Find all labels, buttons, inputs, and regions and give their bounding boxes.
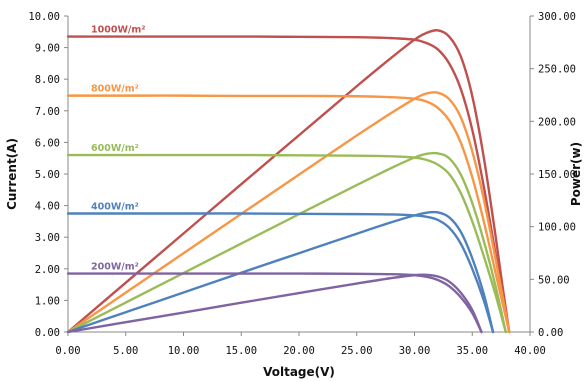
x-tick-label: 20.00 (283, 345, 315, 357)
right-y-tick-label: 50.00 (538, 274, 570, 286)
series-layer (66, 29, 511, 334)
series-line-power (66, 151, 507, 334)
series-line-power (66, 210, 495, 334)
series-line-power (66, 91, 511, 334)
right-y-axis-title: Power(w) (569, 142, 583, 206)
left-y-tick-label: 5.00 (35, 169, 60, 181)
irradiance-label: 600W/m² (91, 143, 139, 154)
series-line-current (66, 153, 507, 334)
right-y-tick-label: 100.00 (538, 222, 576, 234)
x-tick-label: 40.00 (514, 345, 546, 357)
x-axis-title: Voltage(V) (263, 365, 335, 379)
left-y-tick-label: 3.00 (35, 232, 60, 244)
left-y-tick-label: 6.00 (35, 137, 60, 149)
left-y-tick-label: 0.00 (35, 327, 60, 339)
irradiance-labels: 1000W/m² 800W/m² 600W/m² 400W/m² 200W/m² (91, 25, 145, 273)
right-y-tick-label: 250.00 (538, 64, 576, 76)
x-tick-label: 0.00 (55, 345, 80, 357)
series-line-current (66, 94, 511, 334)
left-y-tick-label: 4.00 (35, 201, 60, 213)
series-line-current (66, 272, 483, 334)
right-y-tick-label: 300.00 (538, 11, 576, 23)
irradiance-label: 400W/m² (91, 202, 139, 213)
x-tick-label: 30.00 (399, 345, 431, 357)
irradiance-label: 800W/m² (91, 84, 139, 95)
right-y-tick-label: 0.00 (538, 327, 563, 339)
left-y-tick-label: 1.00 (35, 295, 60, 307)
ticks: 0.00 5.00 10.00 15.00 20.00 25.00 30.00 35.00 40… (28, 11, 576, 357)
right-y-tick-label: 150.00 (538, 169, 576, 181)
left-y-axis-title: Current(A) (5, 138, 19, 210)
left-y-tick-label: 10.00 (28, 11, 60, 23)
series-line-current (66, 35, 511, 334)
series-line-power (66, 29, 511, 334)
series-line-power (66, 273, 483, 334)
left-y-tick-label: 8.00 (35, 74, 60, 86)
x-tick-label: 35.00 (456, 345, 488, 357)
left-y-tick-label: 7.00 (35, 106, 60, 118)
right-y-tick-label: 200.00 (538, 116, 576, 128)
x-tick-label: 5.00 (113, 345, 138, 357)
left-y-tick-label: 9.00 (35, 43, 60, 55)
left-y-tick-label: 2.00 (35, 264, 60, 276)
irradiance-label: 1000W/m² (91, 25, 145, 36)
x-tick-label: 25.00 (341, 345, 373, 357)
x-tick-label: 15.00 (225, 345, 257, 357)
x-tick-label: 10.00 (168, 345, 200, 357)
irradiance-label: 200W/m² (91, 262, 139, 273)
